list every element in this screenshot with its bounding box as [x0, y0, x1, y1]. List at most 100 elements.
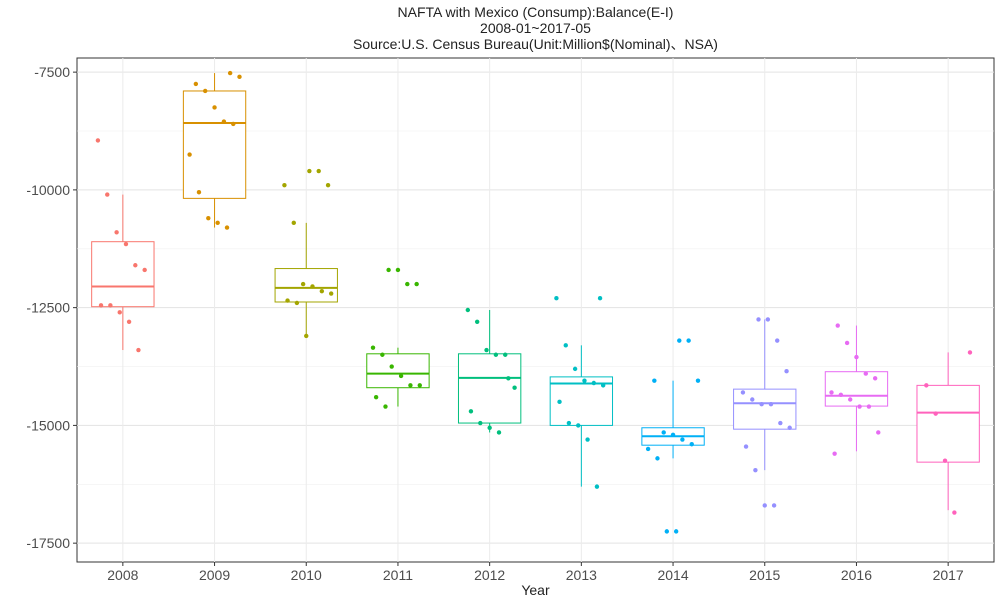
data-point	[952, 510, 957, 515]
data-point	[221, 119, 227, 124]
data-point	[778, 420, 783, 426]
data-point	[563, 343, 568, 348]
data-point	[756, 317, 761, 322]
data-point	[133, 263, 138, 268]
data-point	[768, 402, 774, 407]
data-point	[227, 70, 233, 76]
data-point	[695, 378, 701, 383]
data-point	[876, 430, 881, 435]
data-point	[398, 373, 404, 379]
data-point	[680, 437, 685, 442]
data-point	[591, 380, 597, 386]
data-point	[677, 338, 682, 343]
data-point	[307, 168, 312, 174]
data-point	[478, 420, 483, 426]
data-point	[417, 383, 422, 388]
data-point	[212, 105, 217, 110]
data-point	[196, 190, 202, 195]
data-point	[832, 451, 837, 456]
data-point	[503, 352, 508, 357]
data-point	[291, 220, 296, 226]
data-point	[294, 300, 300, 306]
chart-title-line-2: 2008-01~2017-05	[480, 20, 591, 36]
data-point	[386, 267, 391, 273]
data-point	[493, 352, 499, 357]
data-point	[655, 456, 660, 461]
data-point	[848, 397, 853, 402]
data-point	[395, 267, 401, 273]
data-point	[854, 354, 859, 360]
data-point	[370, 345, 376, 350]
data-point	[105, 192, 110, 197]
data-point	[414, 281, 419, 287]
data-point	[838, 392, 844, 397]
x-tick-label: 2015	[749, 567, 780, 583]
data-point	[670, 432, 676, 438]
data-point	[765, 317, 771, 322]
data-point	[114, 230, 119, 235]
x-tick-label: 2010	[291, 567, 322, 583]
data-point	[98, 303, 104, 308]
data-point	[594, 484, 600, 489]
chart-title-line-1: NAFTA with Mexico (Consump):Balance(E-I)	[397, 4, 674, 20]
data-point	[474, 319, 480, 324]
data-point	[465, 307, 471, 313]
data-point	[582, 378, 587, 383]
data-point	[585, 437, 590, 442]
data-point	[187, 152, 192, 157]
data-point	[319, 288, 325, 294]
data-point	[95, 138, 101, 143]
x-tick-label: 2011	[383, 567, 413, 583]
box-2015	[733, 388, 797, 430]
y-tick-label: -15000	[26, 417, 70, 433]
data-point	[202, 88, 208, 94]
data-point	[389, 364, 394, 369]
data-point	[215, 220, 220, 226]
x-tick-label: 2012	[474, 567, 505, 583]
data-point	[383, 404, 388, 409]
data-point	[652, 378, 657, 383]
data-point	[468, 409, 474, 414]
data-point	[328, 291, 334, 296]
data-point	[863, 371, 869, 376]
data-point	[231, 121, 236, 127]
data-point	[282, 182, 287, 188]
data-point	[872, 376, 878, 381]
box-2017	[916, 384, 980, 463]
box-2010	[274, 268, 338, 303]
y-tick-label: -10000	[26, 182, 70, 198]
data-point	[784, 369, 789, 374]
data-point	[759, 402, 764, 407]
data-point	[775, 338, 780, 343]
x-tick-label: 2014	[657, 567, 688, 583]
data-point	[126, 319, 132, 324]
box-2012	[457, 353, 522, 424]
data-point	[117, 310, 122, 315]
data-point	[597, 296, 603, 301]
data-point	[566, 420, 572, 426]
data-point	[835, 323, 840, 328]
data-point	[224, 225, 230, 230]
data-point	[206, 215, 211, 221]
y-tick-label: -17500	[26, 535, 70, 551]
data-point	[572, 366, 578, 372]
data-point	[496, 430, 502, 435]
y-tick-label: -12500	[26, 300, 70, 316]
data-point	[316, 168, 321, 174]
x-tick-label: 2008	[107, 567, 138, 583]
data-point	[924, 383, 929, 388]
data-point	[405, 281, 410, 287]
data-point	[967, 350, 973, 355]
data-point	[645, 446, 651, 452]
data-point	[325, 182, 331, 188]
data-point	[123, 241, 129, 247]
data-point	[664, 529, 670, 534]
data-point	[829, 390, 834, 395]
data-point	[506, 376, 511, 381]
data-point	[743, 444, 749, 449]
data-point	[750, 397, 755, 402]
x-tick-label: 2013	[566, 567, 597, 583]
box-2016	[824, 371, 889, 407]
data-point	[866, 404, 872, 409]
